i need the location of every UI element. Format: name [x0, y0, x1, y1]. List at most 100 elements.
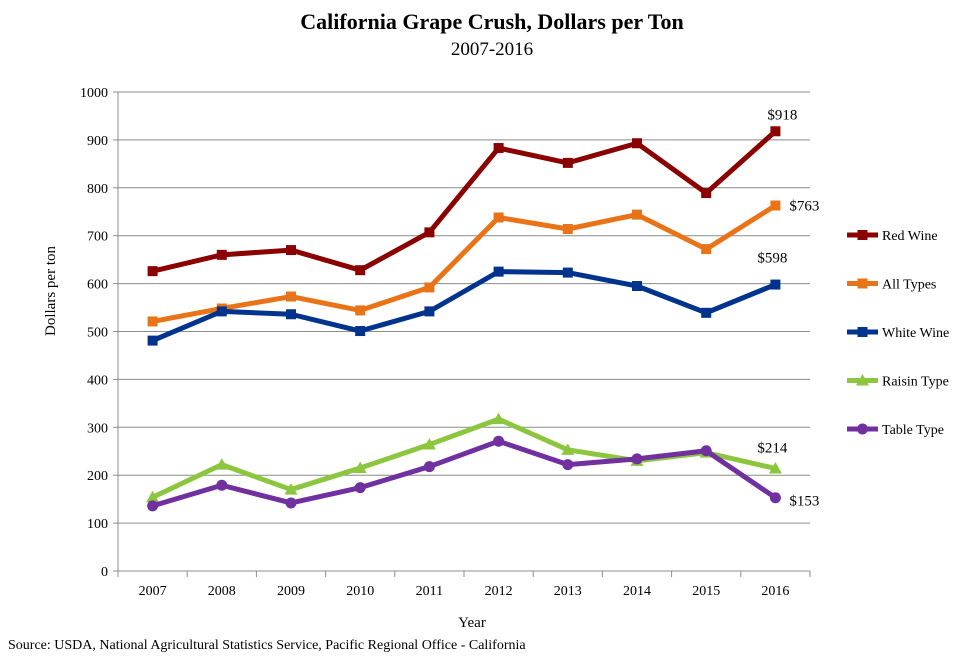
data-point: [562, 459, 574, 471]
legend-label: Raisin Type: [882, 375, 949, 390]
legend: Red Wine All Types White Wine Raisin Type Ta…: [847, 229, 949, 438]
legend-marker: [857, 423, 868, 435]
data-point: [424, 227, 435, 238]
y-tick-label: 200: [87, 469, 108, 484]
data-point: [562, 267, 573, 278]
y-tick-label: 500: [87, 326, 108, 341]
series-table-type: [147, 435, 781, 512]
data-point: [701, 244, 712, 255]
series-line: [150, 128, 778, 274]
x-tick-label: 2011: [416, 584, 443, 599]
data-point: [285, 497, 297, 509]
y-tick-label: 800: [87, 182, 108, 197]
x-tick-label: 2015: [692, 584, 720, 599]
legend-marker: [857, 327, 868, 337]
y-axis-label: Dollars per ton: [43, 246, 59, 336]
y-tick-label: 900: [87, 134, 108, 149]
series-lines: [146, 126, 782, 512]
series-all-types: [147, 200, 781, 327]
data-point: [147, 500, 159, 512]
data-point: [355, 326, 366, 337]
series-white-wine: [147, 266, 781, 346]
data-point: [286, 245, 296, 256]
data-point: [422, 438, 436, 450]
data-point: [493, 435, 505, 447]
y-tick-labels: 0 100 200 300 400 500 600 700 800 900 1000: [80, 86, 108, 580]
data-point: [147, 335, 158, 346]
data-point: [355, 265, 366, 276]
data-point: [631, 453, 643, 465]
data-point: [286, 291, 296, 302]
data-point: [284, 483, 298, 495]
end-value-labels: $918 $763 $598 $214 $153: [757, 107, 819, 509]
series-line: [150, 438, 778, 509]
legend-label: White Wine: [882, 326, 949, 341]
data-point: [700, 445, 712, 457]
x-tick-label: 2007: [139, 584, 167, 599]
data-point: [215, 458, 229, 470]
end-value-label: $214: [757, 440, 788, 456]
data-point: [632, 209, 642, 220]
data-point: [561, 443, 575, 455]
gridlines: [118, 91, 810, 524]
legend-label: All Types: [882, 278, 936, 293]
legend-item: White Wine: [847, 326, 949, 341]
x-tick-labels: 2007 2008 2009 2010 2011 2012 2013 2014 2015 2016: [139, 584, 790, 599]
series-red-wine: [147, 126, 781, 277]
x-tick-label: 2008: [208, 584, 236, 599]
y-tick-label: 0: [101, 565, 108, 580]
data-point: [216, 479, 228, 491]
x-tick-label: 2013: [554, 584, 582, 599]
data-point: [492, 412, 506, 425]
end-value-label: $598: [757, 251, 787, 267]
x-axis-label: Year: [458, 615, 486, 631]
data-point: [770, 126, 781, 137]
data-point: [770, 200, 781, 211]
legend-item: Table Type: [847, 423, 944, 438]
series-line: [150, 416, 778, 500]
y-tick-label: 300: [87, 421, 108, 436]
data-point: [423, 461, 435, 473]
data-point: [701, 188, 712, 199]
x-tick-label: 2010: [346, 584, 374, 599]
data-point: [701, 307, 712, 318]
legend-item: Raisin Type: [847, 374, 949, 390]
data-point: [770, 279, 781, 290]
data-point: [769, 492, 781, 504]
end-value-label: $763: [789, 199, 819, 215]
data-point: [632, 138, 642, 149]
data-point: [147, 316, 158, 327]
source-note: Source: USDA, National Agricultural Stat…: [8, 638, 526, 653]
y-tick-label: 100: [87, 517, 108, 532]
data-point: [424, 282, 435, 293]
y-tick-label: 600: [87, 278, 108, 293]
data-point: [353, 461, 367, 474]
y-tick-label: 400: [87, 373, 108, 388]
end-value-label: $153: [789, 494, 819, 510]
x-tick-label: 2016: [761, 584, 789, 599]
legend-marker: [857, 230, 868, 240]
data-point: [216, 306, 227, 317]
end-value-label: $918: [767, 107, 797, 123]
data-point: [354, 482, 366, 494]
series-line: [150, 269, 778, 344]
axes: [113, 91, 811, 577]
data-point: [493, 143, 504, 154]
legend-item: All Types: [847, 278, 936, 293]
x-tick-label: 2014: [623, 584, 651, 599]
data-point: [424, 306, 435, 317]
chart-title: California Grape Crush, Dollars per Ton: [300, 9, 683, 34]
legend-marker: [857, 278, 868, 289]
y-tick-label: 1000: [80, 86, 108, 101]
data-point: [493, 266, 504, 277]
data-point: [562, 223, 573, 234]
legend-label: Table Type: [882, 423, 944, 438]
data-point: [632, 280, 642, 291]
data-point: [768, 461, 782, 474]
data-point: [286, 309, 296, 320]
data-point: [355, 305, 366, 316]
legend-label: Red Wine: [882, 229, 938, 244]
data-point: [216, 249, 227, 260]
data-point: [146, 490, 160, 503]
